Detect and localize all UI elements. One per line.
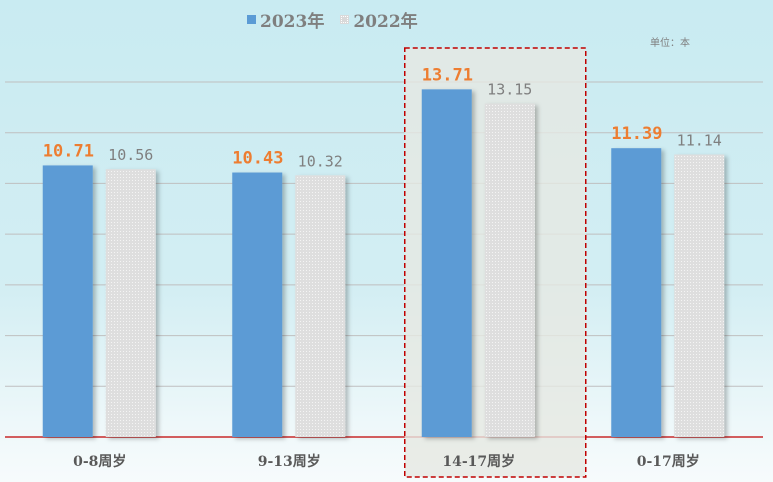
bar-2022 xyxy=(105,169,156,437)
bar-2023 xyxy=(42,165,93,438)
bar-2022 xyxy=(484,103,535,437)
data-label: 11.14 xyxy=(677,132,722,150)
legend-item-2023: 2023年 xyxy=(247,7,324,32)
bar-2023 xyxy=(232,172,283,437)
data-label: 10.71 xyxy=(43,141,94,161)
data-label: 13.15 xyxy=(487,81,532,99)
data-label: 13.71 xyxy=(422,65,473,85)
legend-swatch-2022 xyxy=(340,15,350,24)
bar-2023 xyxy=(611,148,662,438)
legend-label-2023: 2023年 xyxy=(260,12,325,32)
category-label: 9-13周岁 xyxy=(258,453,321,470)
legend-item-2022: 2022年 xyxy=(340,7,418,32)
legend: 2023年 2022年 xyxy=(247,7,434,32)
data-label: 10.56 xyxy=(108,146,153,164)
category-label: 0-8周岁 xyxy=(73,453,126,470)
data-label: 11.39 xyxy=(611,124,662,144)
bar-2022 xyxy=(295,175,346,438)
unit-label: 单位：本 xyxy=(650,38,690,49)
category-label: 14-17周岁 xyxy=(442,453,515,470)
data-label: 10.32 xyxy=(298,152,343,170)
bar-2023 xyxy=(421,89,472,437)
data-label: 10.43 xyxy=(232,149,283,169)
bar-2022 xyxy=(674,154,725,437)
legend-label-2022: 2022年 xyxy=(353,12,418,32)
category-label: 0-17周岁 xyxy=(637,453,700,470)
legend-swatch-2023 xyxy=(247,15,256,24)
